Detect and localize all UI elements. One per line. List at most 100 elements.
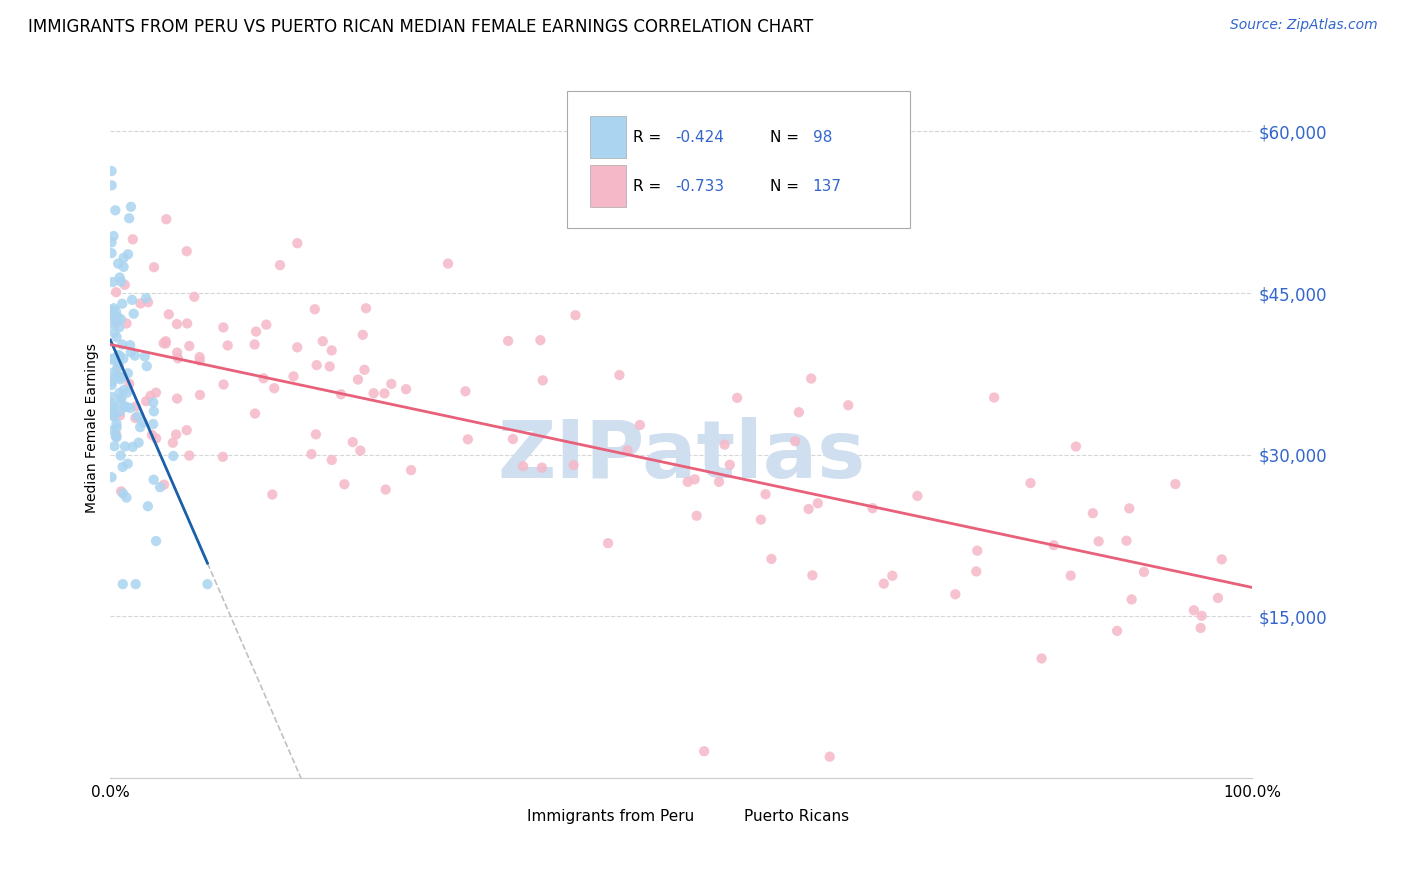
Point xyxy=(312,334,335,349)
Point xyxy=(457,433,479,447)
Point xyxy=(354,301,377,316)
Point xyxy=(1191,608,1213,623)
Point xyxy=(1133,565,1156,579)
Point xyxy=(800,371,823,385)
Point xyxy=(562,458,585,472)
Point xyxy=(100,317,122,331)
Point xyxy=(115,400,138,414)
Point xyxy=(139,389,162,403)
Point xyxy=(797,502,820,516)
FancyBboxPatch shape xyxy=(479,797,520,836)
Point xyxy=(333,477,356,491)
Point xyxy=(165,427,187,442)
Point xyxy=(176,244,198,259)
Point xyxy=(787,405,810,419)
Point xyxy=(179,339,201,353)
Point xyxy=(115,317,138,331)
Point xyxy=(907,489,929,503)
Point xyxy=(107,310,129,325)
Point xyxy=(1031,651,1053,665)
Point xyxy=(862,501,884,516)
Point xyxy=(118,376,141,391)
Point xyxy=(103,326,125,340)
Point xyxy=(713,437,735,451)
Point xyxy=(965,565,987,579)
FancyBboxPatch shape xyxy=(591,116,627,158)
Point xyxy=(166,317,188,331)
Text: Immigrants from Peru: Immigrants from Peru xyxy=(527,809,695,824)
Point xyxy=(127,409,149,424)
FancyBboxPatch shape xyxy=(702,797,742,836)
Point xyxy=(342,435,364,450)
Point xyxy=(353,363,375,377)
Point xyxy=(318,359,340,374)
Point xyxy=(100,235,122,250)
Point xyxy=(121,293,143,307)
Text: Puerto Ricans: Puerto Ricans xyxy=(744,809,849,824)
Point xyxy=(363,386,385,401)
Point xyxy=(101,303,124,318)
Point xyxy=(117,247,139,261)
Point xyxy=(104,369,127,384)
Text: -0.424: -0.424 xyxy=(675,129,724,145)
Point xyxy=(107,349,129,363)
Point xyxy=(616,443,638,458)
Point xyxy=(105,427,128,442)
Point xyxy=(454,384,477,399)
Point xyxy=(263,381,285,395)
Point xyxy=(707,475,730,489)
Point xyxy=(120,338,142,352)
Point xyxy=(818,749,841,764)
Point xyxy=(112,351,135,366)
Point xyxy=(115,385,138,400)
Text: N =: N = xyxy=(770,129,804,145)
Point xyxy=(124,411,146,425)
Point xyxy=(155,334,177,349)
Point xyxy=(110,449,132,463)
Point xyxy=(142,404,165,418)
Point xyxy=(399,463,422,477)
Point xyxy=(283,369,305,384)
Point xyxy=(1182,603,1205,617)
Point xyxy=(496,334,519,348)
Point xyxy=(1060,568,1083,582)
Text: IMMIGRANTS FROM PERU VS PUERTO RICAN MEDIAN FEMALE EARNINGS CORRELATION CHART: IMMIGRANTS FROM PERU VS PUERTO RICAN MED… xyxy=(28,18,813,36)
Point xyxy=(100,390,122,404)
Point xyxy=(166,392,188,406)
Point xyxy=(145,534,167,549)
Point xyxy=(100,178,122,193)
Point xyxy=(121,440,143,454)
Point xyxy=(103,229,125,244)
Point xyxy=(142,395,165,409)
Point xyxy=(110,312,132,326)
Point xyxy=(114,439,136,453)
Point xyxy=(117,457,139,471)
Point xyxy=(100,378,122,392)
Point xyxy=(107,256,129,270)
Point xyxy=(188,388,211,402)
Y-axis label: Median Female Earnings: Median Female Earnings xyxy=(86,343,100,513)
Point xyxy=(104,304,127,318)
Point xyxy=(101,408,124,422)
Point xyxy=(531,373,554,387)
Point xyxy=(108,386,131,401)
Point xyxy=(966,543,988,558)
Point xyxy=(124,577,146,591)
Point xyxy=(120,401,142,415)
Point xyxy=(114,400,136,414)
Point xyxy=(512,459,534,474)
FancyBboxPatch shape xyxy=(591,165,627,207)
Point xyxy=(1118,501,1140,516)
Point xyxy=(105,355,128,369)
Point xyxy=(112,260,135,274)
Point xyxy=(104,429,127,443)
Point xyxy=(785,434,807,449)
Point xyxy=(718,458,741,472)
Point xyxy=(801,568,824,582)
Point xyxy=(685,508,707,523)
Point xyxy=(129,296,152,310)
Point xyxy=(1189,621,1212,635)
Point xyxy=(111,577,134,591)
Point xyxy=(100,164,122,178)
Point xyxy=(103,400,125,414)
